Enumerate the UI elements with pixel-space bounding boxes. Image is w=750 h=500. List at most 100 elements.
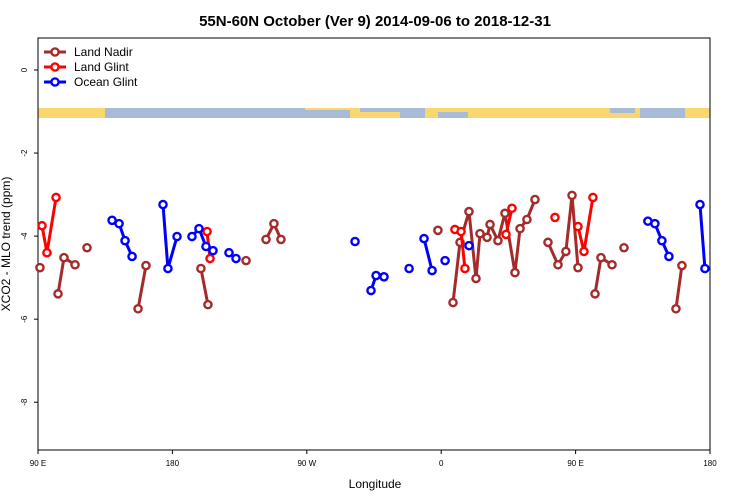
x-tick-label: 90 E [567,459,583,468]
data-point [553,259,563,270]
x-tick-label: 90 W [297,459,316,468]
x-axis-label: Longitude [349,477,402,491]
data-point [657,235,667,246]
data-point [371,270,381,281]
data-point [196,263,206,274]
data-point [510,267,520,278]
y-tick-label: -2 [20,149,29,157]
y-tick-label: -4 [20,232,29,240]
data-point [35,262,45,273]
data-point [475,228,485,239]
y-axis-label: XCO2 - MLO trend (ppm) [0,177,13,312]
data-point [120,235,130,246]
data-point [187,231,197,242]
data-point [607,259,617,270]
data-point [208,245,218,256]
legend-label: Land Glint [74,60,129,74]
data-point [231,253,241,264]
x-tick-label: 180 [703,459,717,468]
data-point [70,259,80,270]
legend-marker [50,47,60,57]
data-point [522,214,532,225]
data-point [127,251,137,262]
data-point [677,260,687,271]
data-point [427,265,437,276]
data-point [588,192,598,203]
data-point [114,218,124,229]
data-point [695,199,705,210]
data-point [573,221,583,232]
data-point [201,241,211,252]
data-point [202,226,212,237]
data-point [203,299,213,310]
data-point [82,242,92,253]
y-tick-label: -8 [20,398,29,406]
data-point [350,236,360,247]
legend-marker [50,77,60,87]
data-point [163,263,173,274]
data-point [261,234,271,245]
x-tick-label: 180 [166,459,180,468]
data-point [530,194,540,205]
data-point [543,237,553,248]
legend-label: Land Nadir [74,45,133,59]
map-strip [38,108,710,118]
data-point [379,272,389,282]
x-tick-label: 90 E [30,459,46,468]
data-point [501,229,511,240]
y-tick-label: -6 [20,315,29,323]
chart-title: 55N-60N October (Ver 9) 2014-09-06 to 20… [199,13,551,30]
data-point [456,226,466,237]
data-point [53,289,63,299]
data-point [619,242,629,253]
data-point [482,232,492,243]
data-point [433,225,443,236]
data-point [590,289,600,299]
x-tick-label: 0 [439,459,444,468]
data-point [241,255,251,266]
data-point [366,285,376,296]
data-point [133,303,143,314]
data-point [269,218,279,229]
data-point [671,303,681,314]
data-point [37,220,47,231]
data-point [464,206,474,217]
y-tick-label: 0 [20,67,29,72]
data-point [515,223,525,234]
data-point [471,273,481,284]
data-point [42,247,52,258]
data-point [205,253,215,264]
data-point [224,247,234,258]
data-point [485,219,495,230]
data-point [464,240,474,251]
data-point [561,246,571,257]
data-point [500,208,510,219]
data-point [460,263,470,274]
data-point [440,255,450,266]
data-point [596,252,606,263]
data-point [448,297,458,308]
data-point [141,260,151,271]
data-point [550,212,560,223]
data-point [194,223,204,234]
data-point [579,246,589,257]
data-point [59,252,69,263]
data-point [664,251,674,262]
data-point [276,234,286,245]
plot-frame [37,37,711,451]
legend-label: Ocean Glint [74,75,138,89]
data-point [51,192,61,203]
legend-marker [50,62,60,72]
data-point [650,218,660,229]
data-point [172,231,182,242]
data-point [700,263,710,274]
series-line [111,204,707,291]
data-point [567,190,577,201]
data-point [419,233,429,244]
data-point [507,203,517,214]
data-point [158,199,168,210]
data-point [493,235,503,246]
data-point [404,263,414,274]
